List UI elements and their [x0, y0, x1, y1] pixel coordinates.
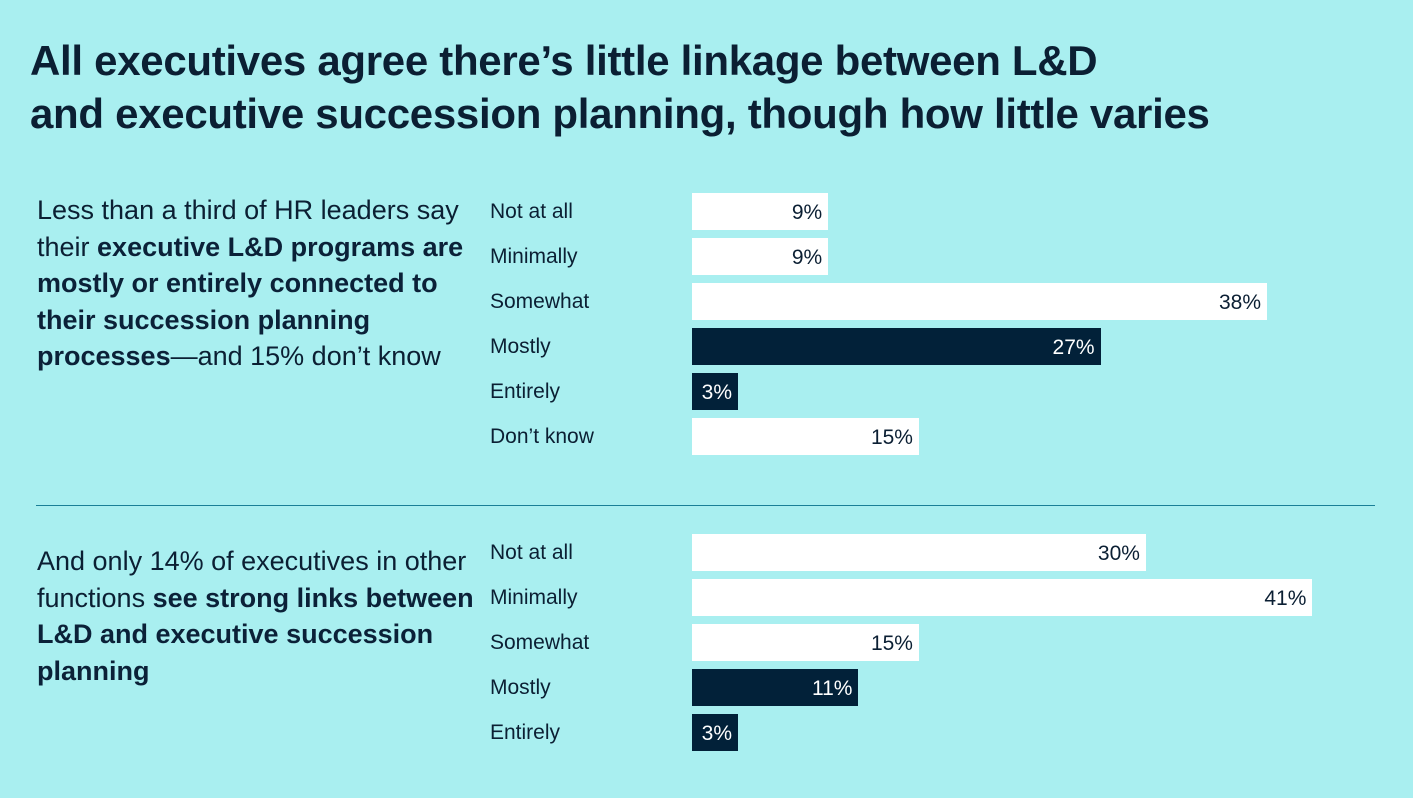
bar-value-label: 15%	[870, 426, 913, 449]
bar-value-label: 3%	[701, 381, 732, 404]
category-label: Mostly	[490, 335, 551, 358]
bar-value-label: 30%	[1097, 542, 1140, 565]
desc-text: —and 15% don’t know	[170, 341, 441, 372]
bar-value-label: 15%	[870, 632, 913, 655]
bar: 41%	[692, 579, 1313, 616]
bar-row: Somewhat 15%	[490, 624, 1390, 669]
bar: 15%	[692, 624, 919, 661]
title-line-1: All executives agree there’s little link…	[30, 37, 1098, 84]
bar: 30%	[692, 534, 1146, 571]
chart-title: All executives agree there’s little link…	[30, 34, 1390, 140]
category-label: Minimally	[490, 586, 578, 609]
category-label: Mostly	[490, 676, 551, 699]
bar: 3%	[692, 714, 738, 751]
desc-emphasis: executive L&D programs are mostly or ent…	[37, 231, 464, 372]
executives-bar-chart: Not at all 30% Minimally 41% Somewhat 15% Most…	[490, 534, 1390, 759]
category-label: Not at all	[490, 200, 573, 223]
bar-row: Minimally 41%	[490, 579, 1390, 624]
bar-row: Don’t know 15%	[490, 418, 1390, 463]
bar: 38%	[692, 283, 1267, 320]
bar-value-label: 9%	[791, 246, 823, 269]
bar-value-label: 3%	[701, 722, 732, 745]
bar-row: Entirely 3%	[490, 373, 1390, 418]
bar-value-label: 41%	[1264, 587, 1307, 610]
category-label: Don’t know	[490, 425, 594, 448]
desc-text: Less than a third of HR leaders say thei…	[37, 195, 459, 262]
bar-value-label: 11%	[811, 677, 853, 700]
bar: 15%	[692, 418, 919, 455]
category-label: Not at all	[490, 541, 573, 564]
category-label: Somewhat	[490, 631, 590, 654]
bar-value-label: 9%	[791, 201, 823, 224]
bar: 27%	[692, 328, 1101, 365]
bar-row: Somewhat 38%	[490, 283, 1390, 328]
hr-leaders-description: Less than a third of HR leaders say thei…	[37, 192, 477, 375]
bar-row: Mostly 11%	[490, 669, 1390, 714]
bar: 9%	[692, 238, 829, 275]
executives-description: And only 14% of executives in other func…	[37, 543, 477, 689]
category-label: Somewhat	[490, 290, 590, 313]
category-label: Entirely	[490, 721, 561, 744]
bar-value-label: 27%	[1052, 336, 1095, 359]
title-line-2: and executive succession planning, thoug…	[30, 90, 1210, 137]
bar-row: Mostly 27%	[490, 328, 1390, 373]
bar: 9%	[692, 193, 829, 230]
bar-row: Not at all 30%	[490, 534, 1390, 579]
desc-text: And only 14% of executives in other func…	[37, 546, 467, 613]
bar-value-label: 38%	[1218, 291, 1261, 314]
bar: 11%	[692, 669, 859, 706]
bar-row: Entirely 3%	[490, 714, 1390, 759]
bar-row: Not at all 9%	[490, 193, 1390, 238]
bar-row: Minimally 9%	[490, 238, 1390, 283]
category-label: Minimally	[490, 245, 578, 268]
category-label: Entirely	[490, 380, 561, 403]
desc-emphasis: see strong links between L&D and executi…	[37, 582, 474, 686]
section-divider	[36, 505, 1375, 506]
hr-leaders-bar-chart: Not at all 9% Minimally 9% Somewhat 38% Mostly…	[490, 193, 1390, 463]
bar: 3%	[692, 373, 738, 410]
